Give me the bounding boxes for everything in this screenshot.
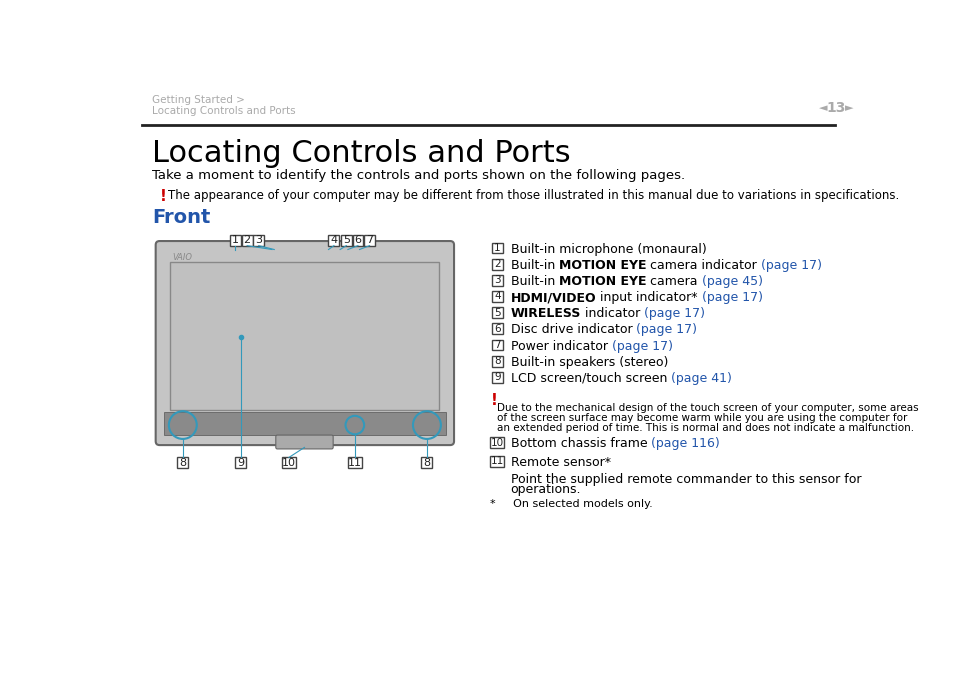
- Text: (page 17): (page 17): [643, 307, 704, 320]
- Text: 10: 10: [491, 438, 503, 448]
- Bar: [490, 437, 504, 448]
- Bar: [253, 235, 264, 245]
- Text: Due to the mechanical design of the touch screen of your computer, some areas: Due to the mechanical design of the touc…: [497, 403, 918, 412]
- Text: 13: 13: [825, 101, 845, 115]
- Text: 4: 4: [330, 235, 337, 245]
- Bar: [492, 243, 502, 253]
- Bar: [241, 235, 253, 245]
- Text: 10: 10: [282, 458, 295, 468]
- Text: Getting Started >: Getting Started >: [152, 95, 244, 104]
- Text: Take a moment to identify the controls and ports shown on the following pages.: Take a moment to identify the controls a…: [152, 168, 684, 182]
- Text: Locating Controls and Ports: Locating Controls and Ports: [152, 106, 295, 115]
- Text: 8: 8: [179, 458, 186, 468]
- Text: camera indicator: camera indicator: [646, 259, 760, 272]
- Bar: [230, 235, 241, 245]
- Text: 6: 6: [494, 324, 500, 334]
- Text: !: !: [159, 189, 166, 204]
- Text: (page 17): (page 17): [701, 291, 762, 304]
- Text: Disc drive indicator: Disc drive indicator: [510, 324, 636, 336]
- Text: 8: 8: [494, 356, 500, 366]
- Text: 9: 9: [494, 372, 500, 382]
- Text: 11: 11: [490, 456, 503, 466]
- Text: Built-in microphone (monaural): Built-in microphone (monaural): [510, 243, 705, 255]
- Bar: [328, 235, 339, 245]
- Text: an extended period of time. This is normal and does not indicate a malfunction.: an extended period of time. This is norm…: [497, 423, 914, 433]
- FancyBboxPatch shape: [275, 435, 333, 449]
- Text: Built-in: Built-in: [510, 259, 558, 272]
- Text: Built-in speakers (stereo): Built-in speakers (stereo): [510, 356, 667, 369]
- Text: of the screen surface may become warm while you are using the computer for: of the screen surface may become warm wh…: [497, 412, 907, 423]
- Bar: [492, 356, 502, 367]
- Text: ►: ►: [844, 103, 853, 113]
- Text: 5: 5: [494, 307, 500, 317]
- Text: Locating Controls and Ports: Locating Controls and Ports: [152, 139, 570, 168]
- Text: ◄: ◄: [818, 103, 826, 113]
- Text: Bottom chassis frame: Bottom chassis frame: [510, 437, 651, 450]
- Text: MOTION EYE: MOTION EYE: [558, 275, 646, 288]
- Text: 9: 9: [237, 458, 244, 468]
- Text: 7: 7: [366, 235, 373, 245]
- Text: indicator: indicator: [580, 307, 643, 320]
- Text: LCD screen/touch screen: LCD screen/touch screen: [510, 372, 670, 385]
- Text: WIRELESS: WIRELESS: [510, 307, 580, 320]
- Bar: [492, 307, 502, 318]
- Text: (page 17): (page 17): [611, 340, 672, 353]
- Text: input indicator*: input indicator*: [596, 291, 701, 304]
- Bar: [492, 324, 502, 334]
- Text: 2: 2: [243, 235, 251, 245]
- Bar: [492, 259, 502, 270]
- Bar: [282, 458, 295, 468]
- Text: The appearance of your computer may be different from those illustrated in this : The appearance of your computer may be d…: [168, 189, 899, 202]
- Text: (page 116): (page 116): [651, 437, 720, 450]
- FancyBboxPatch shape: [155, 241, 454, 445]
- Bar: [348, 458, 361, 468]
- Text: 7: 7: [494, 340, 500, 350]
- Bar: [492, 372, 502, 383]
- Text: Front: Front: [152, 208, 210, 227]
- Text: VAIO: VAIO: [172, 253, 192, 262]
- Text: (page 17): (page 17): [760, 259, 821, 272]
- Bar: [235, 458, 246, 468]
- Bar: [492, 340, 502, 350]
- Text: 1: 1: [494, 243, 500, 253]
- Bar: [177, 458, 188, 468]
- Bar: [490, 456, 504, 466]
- Text: (page 41): (page 41): [670, 372, 731, 385]
- Text: Remote sensor*: Remote sensor*: [510, 456, 610, 469]
- Text: 4: 4: [494, 291, 500, 301]
- Text: 3: 3: [494, 275, 500, 285]
- Bar: [492, 275, 502, 286]
- Text: 1: 1: [232, 235, 239, 245]
- Text: 11: 11: [348, 458, 361, 468]
- Text: camera: camera: [646, 275, 701, 288]
- Text: !: !: [491, 393, 497, 408]
- Text: 3: 3: [255, 235, 262, 245]
- Bar: [353, 235, 363, 245]
- Text: Point the supplied remote commander to this sensor for: Point the supplied remote commander to t…: [510, 472, 861, 486]
- Text: 6: 6: [355, 235, 361, 245]
- Text: (page 45): (page 45): [701, 275, 762, 288]
- Text: MOTION EYE: MOTION EYE: [558, 259, 646, 272]
- Text: HDMI/VIDEO: HDMI/VIDEO: [510, 291, 596, 304]
- Text: Built-in: Built-in: [510, 275, 558, 288]
- Bar: [164, 412, 445, 435]
- Text: (page 17): (page 17): [636, 324, 697, 336]
- Bar: [340, 235, 352, 245]
- Text: 8: 8: [423, 458, 430, 468]
- Bar: [421, 458, 432, 468]
- Text: operations.: operations.: [510, 483, 580, 496]
- Bar: [171, 262, 439, 410]
- Text: *     On selected models only.: * On selected models only.: [489, 499, 652, 509]
- Text: 5: 5: [342, 235, 350, 245]
- Text: Power indicator: Power indicator: [510, 340, 611, 353]
- Bar: [364, 235, 375, 245]
- Text: 2: 2: [494, 259, 500, 269]
- Bar: [492, 291, 502, 302]
